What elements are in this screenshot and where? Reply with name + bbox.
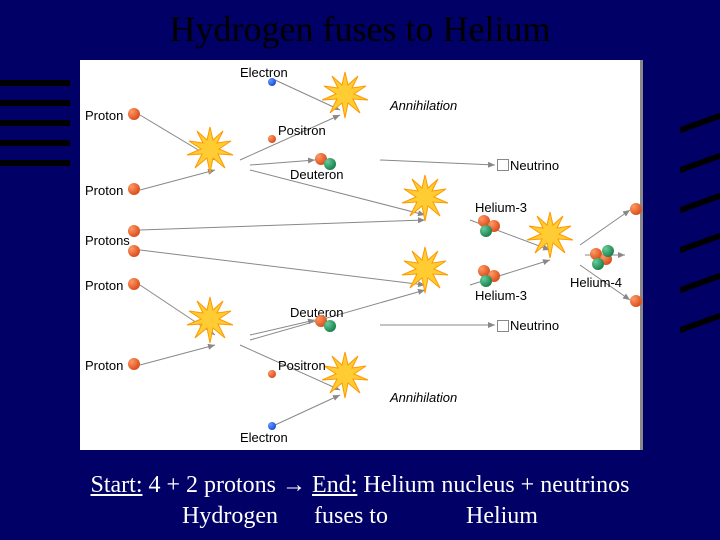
end-text: Helium nucleus + neutrinos: [357, 472, 629, 498]
stripe: [680, 273, 720, 294]
start-label: Start:: [90, 472, 142, 498]
stripe: [0, 120, 70, 126]
label-annihilation: Annihilation: [390, 390, 457, 405]
label-neutrino: Neutrino: [510, 318, 559, 333]
neutron-particle: [480, 225, 492, 237]
label-protons: Protons: [85, 233, 130, 248]
neutron-particle: [324, 320, 336, 332]
stripe: [680, 193, 720, 214]
label-electron: Electron: [240, 65, 288, 80]
label-deuteron: Deuteron: [290, 167, 343, 182]
neutrino-particle: [497, 320, 509, 332]
label-proton: Proton: [85, 108, 123, 123]
stripe: [680, 313, 720, 334]
end-label: End:: [312, 472, 357, 498]
label-proton: Proton: [85, 183, 123, 198]
neutrino-particle: [497, 159, 509, 171]
arrow-text: →: [282, 472, 312, 498]
stripe: [0, 100, 70, 106]
label-positron: Positron: [278, 123, 326, 138]
line2-b: fuses to: [314, 503, 388, 529]
collision-burst: [185, 125, 235, 175]
label-neutrino: Neutrino: [510, 158, 559, 173]
stripe: [680, 233, 720, 254]
proton-particle: [630, 203, 642, 215]
neutron-particle: [602, 245, 614, 257]
electron-particle: [268, 422, 276, 430]
stripe: [0, 160, 70, 166]
collision-burst: [400, 245, 450, 295]
collision-burst: [185, 295, 235, 345]
stripe: [680, 113, 720, 134]
proton-particle: [128, 108, 140, 120]
stripe: [680, 153, 720, 174]
proton-particle: [128, 245, 140, 257]
page-title: Hydrogen fuses to Helium: [0, 0, 720, 50]
label-helium4: Helium-4: [570, 275, 622, 290]
collision-burst: [525, 210, 575, 260]
proton-particle: [128, 183, 140, 195]
collision-burst: [320, 70, 370, 120]
caption: Start: 4 + 2 protons → End: Helium nucle…: [0, 470, 720, 532]
start-text: 4 + 2 protons: [142, 472, 276, 498]
proton-particle: [128, 358, 140, 370]
stripe: [0, 140, 70, 146]
fusion-diagram: Electron Positron Annihilation Proton Pr…: [80, 60, 643, 450]
proton-particle: [128, 225, 140, 237]
label-annihilation: Annihilation: [390, 98, 457, 113]
proton-particle: [630, 295, 642, 307]
label-proton: Proton: [85, 358, 123, 373]
positron-particle: [268, 370, 276, 378]
label-helium3: Helium-3: [475, 200, 527, 215]
line2-c: Helium: [466, 503, 538, 529]
collision-burst: [400, 173, 450, 223]
collision-burst: [320, 350, 370, 400]
label-electron: Electron: [240, 430, 288, 445]
label-proton: Proton: [85, 278, 123, 293]
proton-particle: [128, 278, 140, 290]
neutron-particle: [480, 275, 492, 287]
neutron-particle: [592, 258, 604, 270]
stripe: [0, 80, 70, 86]
positron-particle: [268, 135, 276, 143]
label-helium3: Helium-3: [475, 288, 527, 303]
line2-a: Hydrogen: [182, 503, 278, 529]
electron-particle: [268, 78, 276, 86]
label-positron: Positron: [278, 358, 326, 373]
neutron-particle: [324, 158, 336, 170]
